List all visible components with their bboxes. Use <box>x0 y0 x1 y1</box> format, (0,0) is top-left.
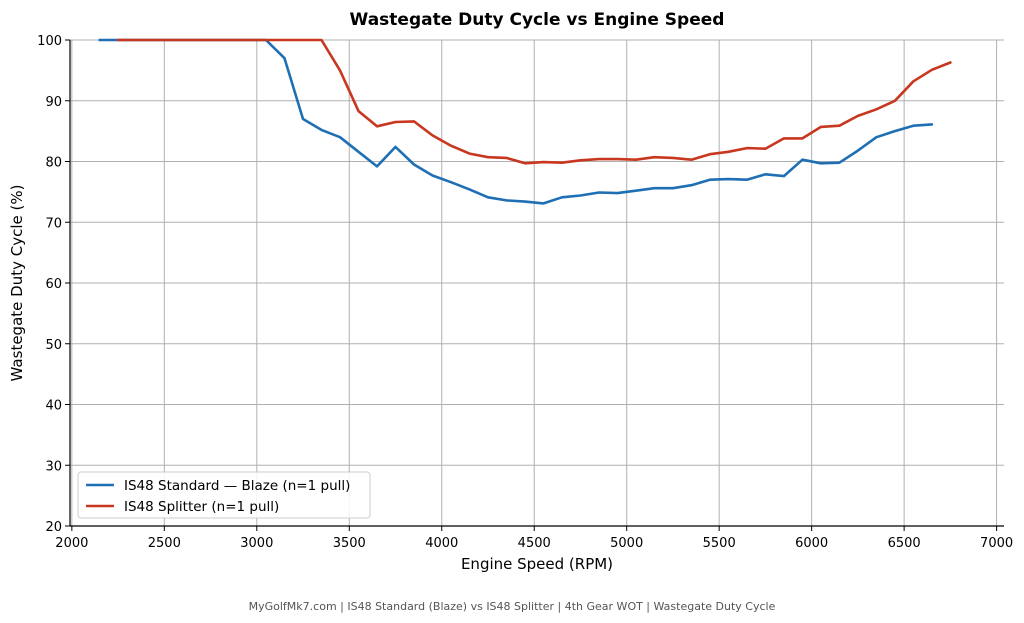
x-tick-label: 6500 <box>888 536 921 551</box>
legend: IS48 Standard — Blaze (n=1 pull) IS48 Spl… <box>77 471 371 519</box>
x-tick-label: 2500 <box>148 536 181 551</box>
y-tick-label: 80 <box>45 156 62 171</box>
legend-box <box>77 471 371 519</box>
y-tick-label: 50 <box>45 338 62 353</box>
series-line-1 <box>98 38 934 205</box>
y-tick-label: 90 <box>45 95 62 110</box>
footer-caption: MyGolfMk7.com | IS48 Standard (Blaze) vs… <box>249 600 776 613</box>
x-tick-label: 7000 <box>980 536 1013 551</box>
y-tick-label: 70 <box>45 216 62 231</box>
y-tick-label: 60 <box>45 277 62 292</box>
series-line-2 <box>116 38 952 165</box>
chart-title: Wastegate Duty Cycle vs Engine Speed <box>350 10 725 30</box>
x-axis-label: Engine Speed (RPM) <box>461 555 613 573</box>
x-tick-label: 4000 <box>425 536 458 551</box>
series-layer <box>98 38 952 205</box>
x-tick-label: 5000 <box>610 536 643 551</box>
x-tick-label: 5500 <box>703 536 736 551</box>
y-tick-label: 30 <box>45 459 62 474</box>
x-tick-label: 4500 <box>518 536 551 551</box>
y-axis-label: Wastegate Duty Cycle (%) <box>8 185 26 382</box>
axes <box>65 39 1004 531</box>
x-tick-label: 6000 <box>795 536 828 551</box>
y-tick-label: 100 <box>37 34 62 49</box>
x-tick-label: 3500 <box>333 536 366 551</box>
tick-labels: 2000 2500 3000 3500 4000 4500 5000 5500 6000 6500… <box>37 34 1013 551</box>
y-tick-label: 40 <box>45 399 62 414</box>
x-tick-label: 3000 <box>240 536 273 551</box>
x-tick-label: 2000 <box>55 536 88 551</box>
legend-label-2: IS48 Splitter (n=1 pull) <box>124 499 279 515</box>
y-tick-label: 20 <box>45 520 62 535</box>
legend-label-1: IS48 Standard — Blaze (n=1 pull) <box>124 478 350 494</box>
